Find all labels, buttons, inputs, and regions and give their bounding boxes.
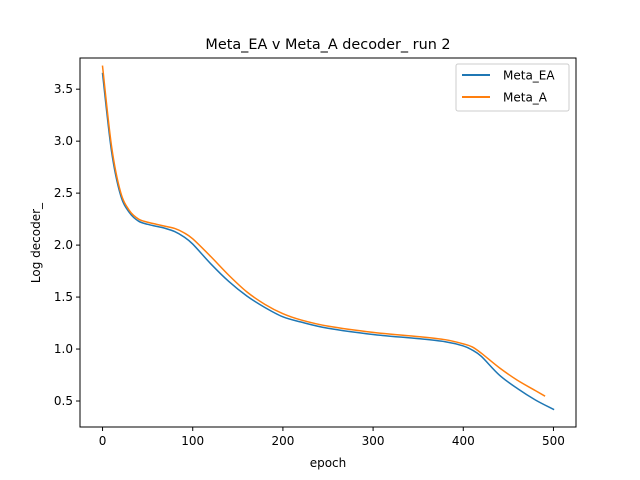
- y-tick-label: 1.5: [54, 290, 73, 304]
- x-tick-label: 300: [362, 434, 385, 448]
- y-axis-label: Log decoder_: [29, 202, 43, 283]
- y-tick-label: 1.0: [54, 342, 73, 356]
- chart-title: Meta_EA v Meta_A decoder_ run 2: [205, 37, 450, 53]
- series-line-meta-ea: [101, 72, 555, 411]
- legend-label: Meta_EA: [503, 69, 555, 83]
- series-layer: [101, 65, 555, 411]
- y-tick-label: 0.5: [54, 394, 73, 408]
- legend: Meta_EA Meta_A: [455, 63, 570, 112]
- x-axis-label: epoch: [310, 456, 347, 470]
- y-tick-label: 3.0: [54, 134, 73, 148]
- legend-label: Meta_A: [503, 91, 548, 105]
- plot-frame: [79, 57, 577, 428]
- y-tick-label: 2.5: [54, 186, 73, 200]
- x-tick-label: 200: [271, 434, 294, 448]
- y-tick-label: 2.0: [54, 238, 73, 252]
- x-tick-label: 100: [181, 434, 204, 448]
- series-line-meta-a: [101, 65, 546, 397]
- x-tick-label: 500: [542, 434, 565, 448]
- y-tick-label: 3.5: [54, 82, 73, 96]
- x-tick-label: 0: [99, 434, 107, 448]
- x-tick-label: 400: [452, 434, 475, 448]
- axes-layer: 0 100 200 300 400 500 0.5 1.0 1.5 2.0 2.5 3.0 3.5: [54, 82, 565, 448]
